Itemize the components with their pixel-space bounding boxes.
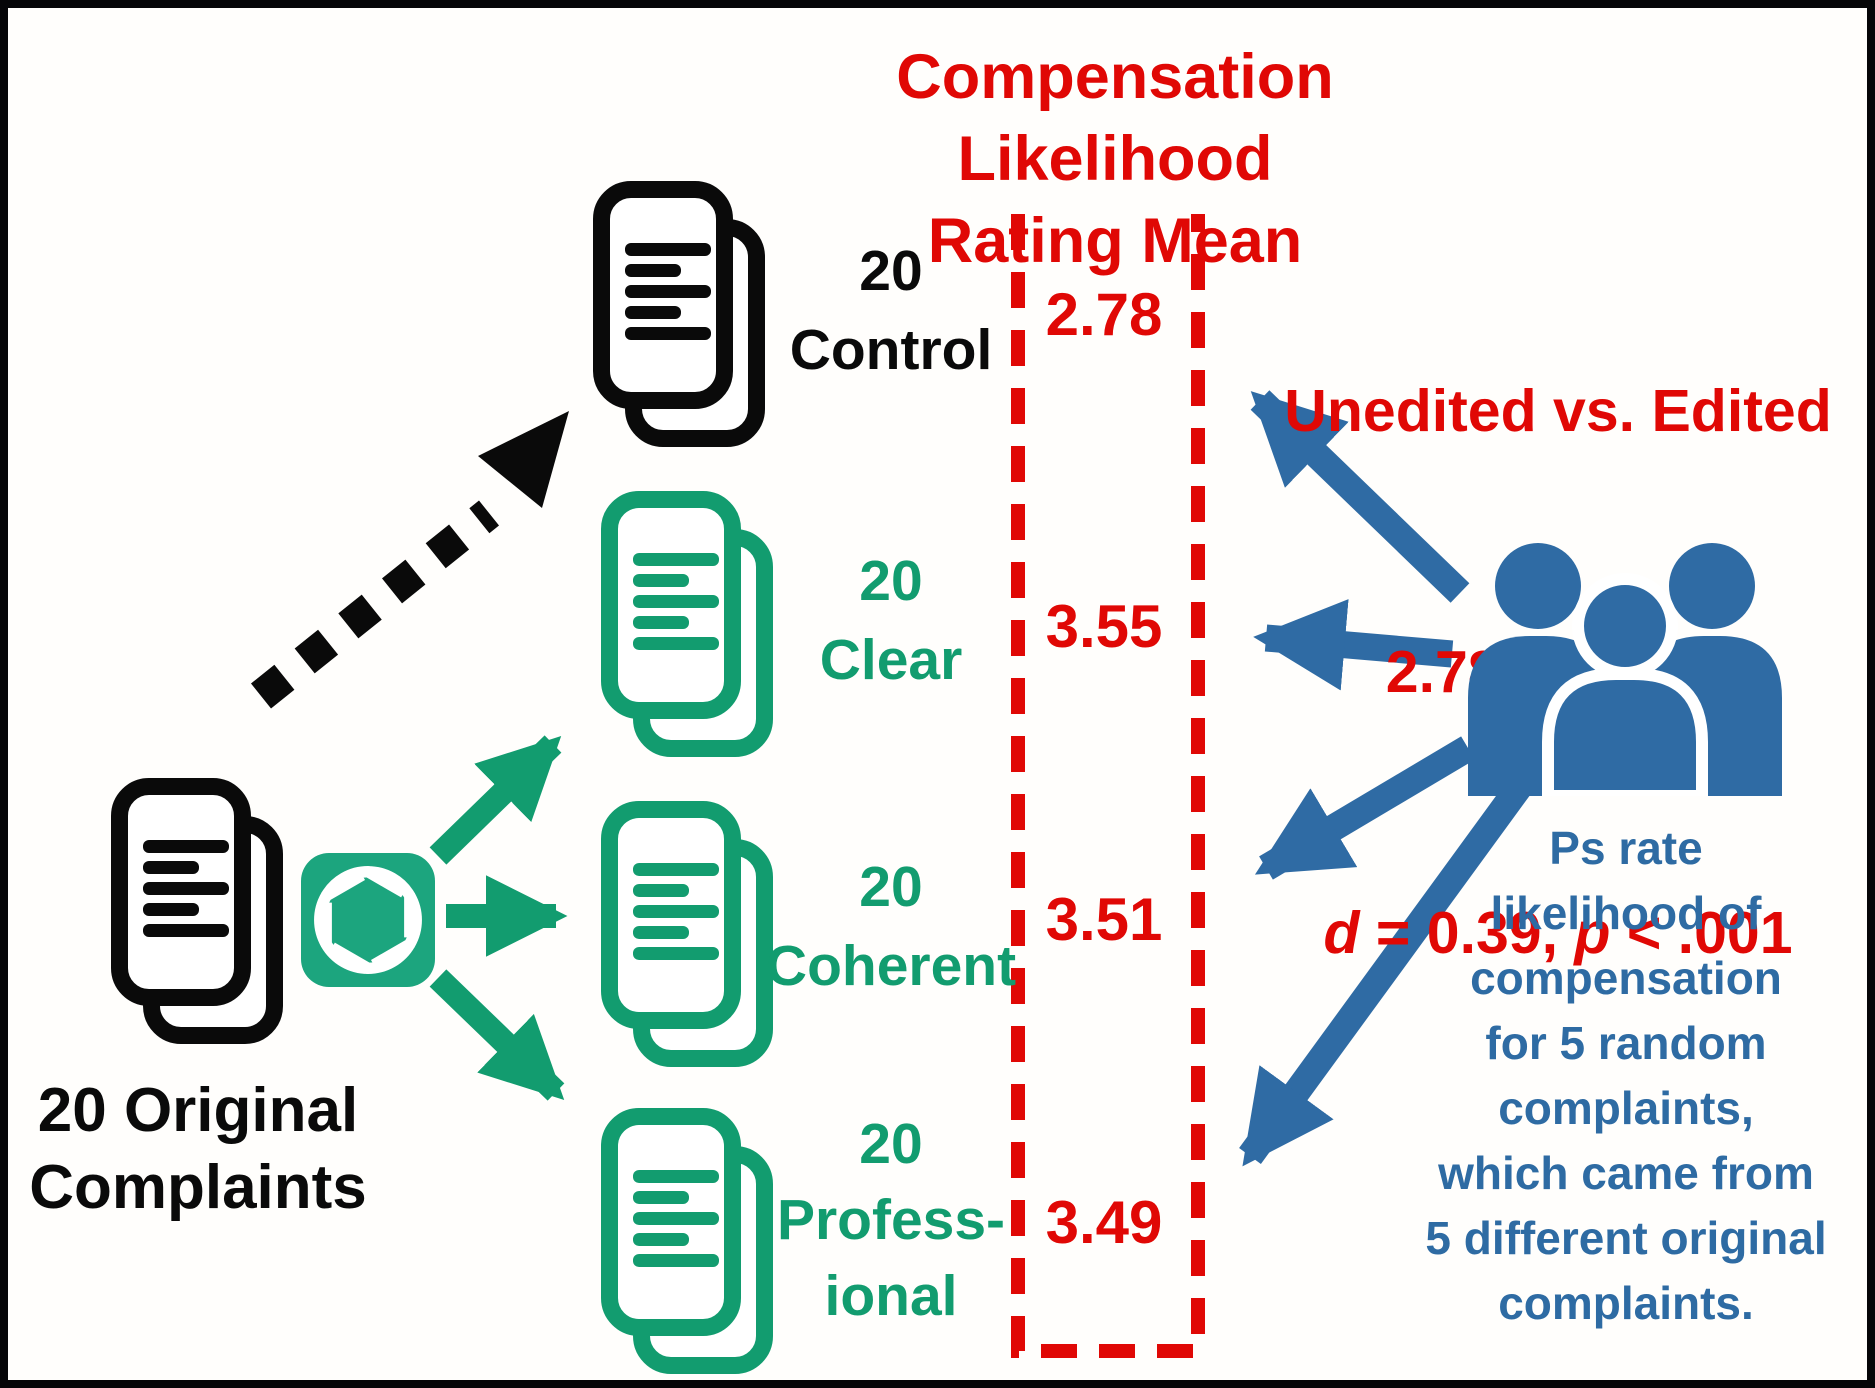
raters-caption-line: Ps rate [1549, 822, 1703, 874]
stats-effect-size: d = 0.39, p < .001 [1248, 890, 1867, 977]
condition-label-control: 20 Control [756, 232, 1026, 390]
condition-name: Control [789, 318, 993, 382]
document-front-sheet [111, 778, 251, 1006]
dashed-arrow-to-control [250, 500, 500, 709]
raters-caption-line: compensation [1470, 952, 1782, 1004]
original-complaints-label: 20 Original Complaints [20, 1072, 376, 1226]
raters-caption-line: 5 different original [1425, 1212, 1827, 1264]
raters-caption-line: which came from [1438, 1147, 1814, 1199]
dashed-arrow-head-icon [478, 411, 569, 508]
green-arrow-to-clear [429, 735, 562, 865]
raters-caption: Ps rate likelihood of compensation for 5… [1326, 816, 1867, 1336]
condition-name: Coherent [765, 934, 1017, 998]
condition-name: Clear [819, 628, 963, 692]
condition-count: 20 [859, 855, 923, 919]
figure-title: Compensation Likelihood Rating Mean [770, 36, 1460, 282]
condition-label-professional: 20 Profess- ional [756, 1106, 1026, 1334]
raters-caption-line: complaints, [1498, 1082, 1754, 1134]
condition-name-line2: ional [824, 1264, 958, 1328]
rating-mean-control: 2.78 [1045, 281, 1163, 348]
stats-d-symbol: d [1323, 900, 1360, 966]
raters-caption-line: likelihood of [1490, 887, 1762, 939]
rating-region-dashed-bracket [1011, 214, 1205, 1358]
condition-label-clear: 20 Clear [756, 542, 1026, 700]
original-complaints-label-line1: 20 Original [37, 1076, 359, 1145]
control-complaints-stack-icon [593, 181, 771, 453]
stats-p-value: < .001 [1610, 900, 1793, 966]
figure-title-line1: Compensation Likelihood [896, 42, 1334, 194]
chatgpt-logo-icon [301, 853, 435, 987]
coherent-complaints-stack-icon [601, 801, 779, 1073]
raters-caption-line: complaints. [1498, 1277, 1754, 1329]
rating-mean-professional: 3.49 [1045, 1189, 1163, 1256]
stats-comparison-label: Unedited vs. Edited [1284, 378, 1832, 444]
condition-count: 20 [859, 1112, 923, 1176]
participants-group-icon [1468, 543, 1782, 796]
original-complaints-label-line2: Complaints [29, 1153, 367, 1222]
openai-knot-icon [314, 866, 422, 974]
figure-title-line2: Rating Mean [927, 206, 1303, 276]
raters-caption-line: for 5 random [1485, 1017, 1767, 1069]
condition-label-coherent: 20 Coherent [756, 848, 1026, 1006]
original-complaints-stack-icon [111, 778, 289, 1050]
condition-count: 20 [859, 549, 923, 613]
professional-complaints-stack-icon [601, 1108, 779, 1380]
condition-count: 20 [859, 239, 923, 303]
rating-mean-clear: 3.55 [1045, 593, 1163, 660]
stats-p-symbol: p [1574, 900, 1611, 966]
green-arrow-to-professional [429, 969, 565, 1101]
clear-complaints-stack-icon [601, 491, 779, 763]
stats-d-value: = 0.39, [1359, 900, 1575, 966]
rating-mean-coherent: 3.51 [1045, 886, 1163, 953]
condition-name-line1: Profess- [776, 1188, 1006, 1252]
